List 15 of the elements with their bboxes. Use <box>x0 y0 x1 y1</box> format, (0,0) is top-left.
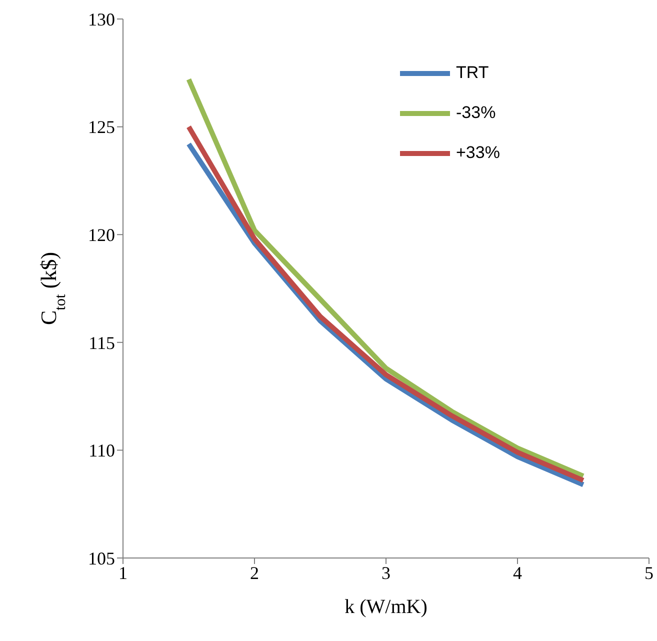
y-tick-label: 105 <box>88 548 115 568</box>
y-tick-label: 125 <box>88 117 115 138</box>
x-tick-label: 1 <box>118 562 128 583</box>
y-tick-label: 130 <box>88 9 115 30</box>
x-tick-label: 4 <box>513 562 522 583</box>
legend-label: +33% <box>456 143 500 163</box>
x-tick-label: 5 <box>644 562 654 583</box>
y-tick-label: 120 <box>88 224 115 245</box>
y-tick-label: 110 <box>88 440 115 461</box>
x-tick-label: 3 <box>382 562 390 583</box>
legend-label: -33% <box>456 103 496 123</box>
x-axis-title: k (W/mK) <box>344 596 428 618</box>
y-tick-label: 115 <box>88 332 115 353</box>
x-tick-label: 2 <box>250 562 259 583</box>
legend-label: TRT <box>456 63 489 83</box>
